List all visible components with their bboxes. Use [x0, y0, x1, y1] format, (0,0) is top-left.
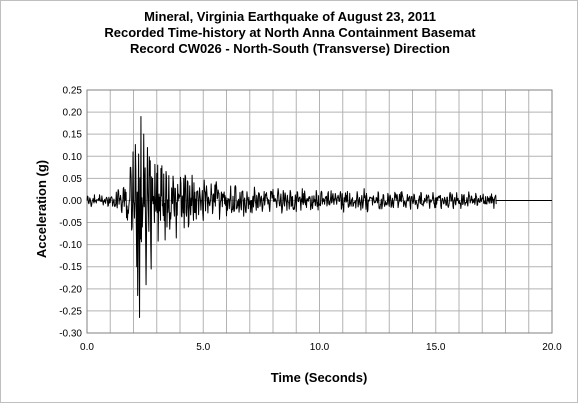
y-tick-label: 0.20 [63, 108, 83, 119]
chart-title-line-3: Record CW026 - North-South (Transverse) … [130, 41, 450, 56]
y-tick-label: -0.05 [59, 218, 82, 229]
plot-area-border [86, 89, 553, 334]
x-tick-label: 10.0 [310, 342, 330, 353]
series-layer [86, 116, 552, 319]
y-tick-label: 0.00 [63, 196, 83, 207]
y-tick-label: -0.25 [59, 306, 82, 317]
y-tick-label: 0.15 [63, 130, 83, 141]
y-axis-title: Acceleration (g) [34, 160, 49, 258]
y-tick-label: 0.25 [63, 86, 83, 97]
y-tick-label: -0.10 [59, 240, 82, 251]
chart-title-line-2: Recorded Time-history at North Anna Cont… [104, 25, 476, 40]
x-tick-label: 5.0 [196, 342, 210, 353]
y-tick-label: -0.30 [59, 329, 82, 340]
x-tick-label: 20.0 [542, 342, 562, 353]
acceleration-trace [86, 116, 497, 319]
y-tick-label: 0.05 [63, 174, 83, 185]
label-layer: Time (Seconds) Acceleration (g) [34, 160, 367, 385]
axis-layer: 0.25 0.20 0.15 0.10 0.05 0.00 -0.05 -0.10 -0.15 -… [59, 86, 562, 354]
x-axis-title: Time (Seconds) [271, 370, 368, 385]
y-tick-label: -0.15 [59, 262, 82, 273]
x-tick-label: 0.0 [80, 342, 94, 353]
chart-title-line-1: Mineral, Virginia Earthquake of August 2… [144, 9, 436, 24]
x-tick-label: 15.0 [426, 342, 446, 353]
y-tick-label: 0.10 [63, 152, 83, 163]
y-tick-label: -0.20 [59, 284, 82, 295]
